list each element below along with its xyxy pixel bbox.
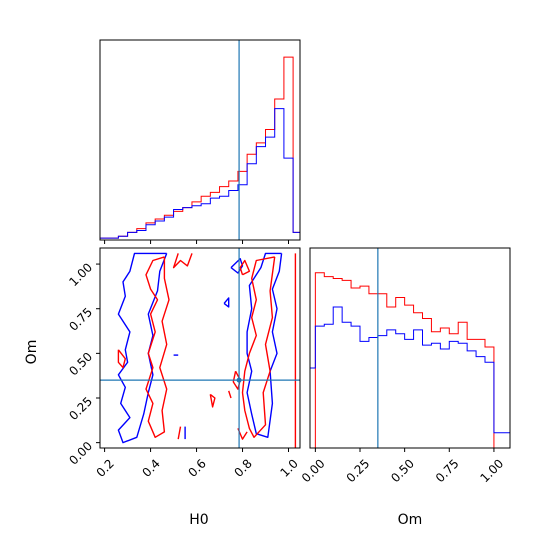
contour-red-10 (228, 390, 232, 399)
om-histogram-frame (309, 247, 511, 449)
h0-tick-label: 0.6 (185, 456, 208, 479)
om-x-tick-label: 0.75 (433, 456, 462, 485)
h0-histogram-series-red (100, 56, 300, 240)
h0-histogram-frame (99, 39, 301, 241)
contour-red-12 (117, 349, 126, 369)
om-tick-label: 0.50 (66, 350, 95, 379)
y-axis-label-om: Om (24, 340, 40, 365)
om-histogram-series-red (310, 272, 510, 448)
contour-blue-2 (230, 258, 244, 274)
contour-red-7 (239, 259, 251, 276)
h0-om-contour-frame (99, 247, 301, 449)
x-axis-label-om: Om (398, 512, 423, 528)
om-tick-label: 0.00 (66, 439, 95, 468)
om-x-tick-label: 0.00 (299, 456, 328, 485)
om-tick-label: 0.75 (66, 305, 95, 334)
contour-blue-0 (246, 252, 283, 438)
h0-om-contour-panel: 0.2 0.4 0.6 0.8 1.0 0.00 0.25 0.50 0.75 1.00 (66, 247, 301, 480)
om-x-tick-label: 1.00 (477, 456, 506, 485)
om-histogram-series-blue (310, 306, 510, 448)
contour-red-14 (177, 426, 182, 440)
truth-marker (236, 377, 242, 383)
h0-tick-label: 1.0 (277, 456, 300, 479)
h0-tick-label: 0.8 (231, 456, 254, 479)
om-tick-label: 1.00 (66, 260, 95, 289)
contour-blue-3 (223, 297, 230, 308)
contour-red-13 (172, 253, 193, 269)
om-x-tick-label: 0.50 (388, 456, 417, 485)
h0-histogram-series-blue (100, 108, 300, 240)
h0-tick-label: 0.4 (140, 456, 163, 479)
contour-red-15 (209, 393, 216, 408)
contour-blue-1 (117, 252, 168, 444)
om-tick-label: 0.25 (66, 394, 95, 423)
x-axis-label-h0: H0 (189, 512, 208, 528)
contour-red-6 (241, 256, 276, 438)
h0-histogram-panel (99, 39, 301, 244)
contour-red-11 (145, 256, 170, 438)
h0-tick-label: 0.2 (94, 456, 117, 479)
om-x-tick-label: 0.25 (344, 456, 373, 485)
om-histogram-panel: 0.00 0.25 0.50 0.75 1.00 (299, 247, 511, 485)
